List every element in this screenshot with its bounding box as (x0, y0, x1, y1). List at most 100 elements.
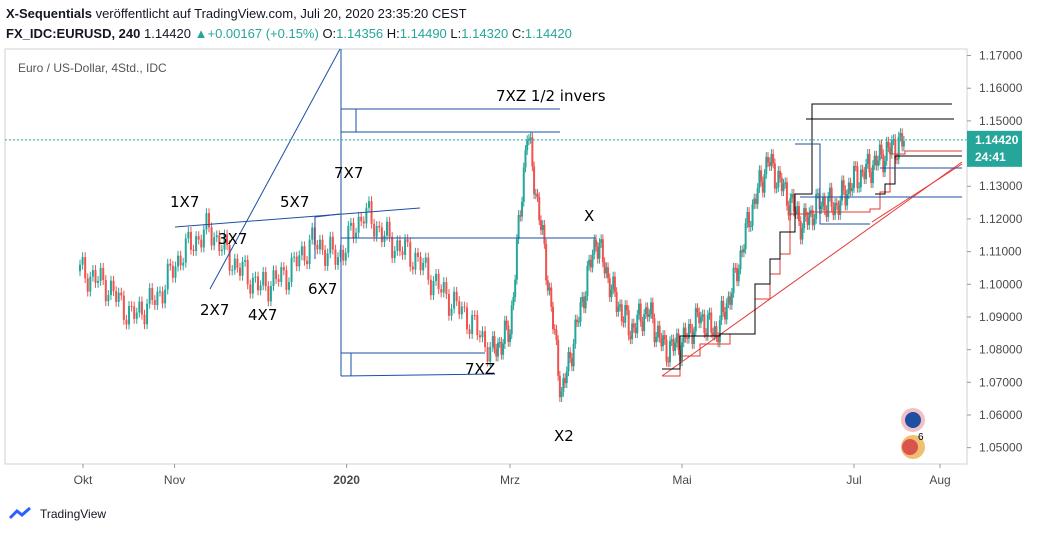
candle-body (536, 193, 539, 198)
candle-body (373, 223, 376, 237)
price-tick-label: 1.05000 (979, 441, 1023, 455)
candle-body (718, 320, 721, 343)
candle-body (450, 308, 453, 316)
candle-body (498, 342, 501, 344)
candle-body (567, 352, 570, 372)
candle-body (541, 224, 544, 231)
candle-body (851, 188, 854, 192)
candle-body (617, 306, 620, 312)
annotation-label: 1X7 (170, 193, 199, 211)
candle-body (643, 314, 646, 332)
candle-body (367, 201, 370, 208)
annotation-label: 7X7 (334, 164, 363, 182)
candle-body (298, 255, 301, 267)
candle-body (502, 343, 505, 355)
candle-body (782, 183, 785, 192)
candle-body (357, 216, 360, 233)
candle-body (521, 201, 524, 217)
price-tick-label: 1.07000 (979, 375, 1023, 389)
candle-body (151, 288, 154, 300)
candle-body (496, 342, 499, 357)
candle-body (187, 231, 190, 239)
candle-body (122, 295, 125, 320)
candle-body (711, 332, 714, 336)
candle-body (259, 285, 262, 291)
candle-body (687, 323, 690, 339)
last-price: 1.14420 (144, 26, 191, 41)
candle-body (318, 239, 321, 250)
candle-body (370, 201, 373, 224)
candle-body (885, 141, 888, 161)
candle-body (744, 223, 747, 249)
candle-body (746, 212, 749, 224)
time-tick-label: Okt (74, 473, 93, 487)
black-sequential-steps (662, 103, 952, 370)
price-tick-label: 1.10000 (979, 277, 1023, 291)
event-icons[interactable]: 6 (901, 408, 925, 459)
candle-body (811, 210, 814, 226)
candle-body (839, 200, 842, 216)
candle-body (79, 264, 81, 272)
time-tick-label: 2020 (333, 473, 360, 487)
candle-body (553, 328, 556, 330)
annotation-label: 6X7 (308, 280, 337, 298)
candle-body (378, 225, 381, 228)
candle-body (220, 249, 223, 252)
candle-body (815, 193, 818, 219)
price-chart[interactable]: Euro / US-Dollar, 4Std., IDC 1X7 2X7 3X7 4X… (0, 44, 1044, 496)
candle-body (447, 294, 450, 316)
candle-body (233, 258, 236, 270)
red-sequential-steps (662, 150, 962, 377)
candle-body (208, 213, 210, 228)
candle-body (275, 270, 278, 280)
support-line-red-2 (871, 163, 963, 223)
candle-body (794, 211, 797, 215)
candle-body (875, 155, 878, 166)
candle-body (803, 208, 806, 229)
footer[interactable]: TradingView (8, 506, 106, 522)
candle-body (767, 156, 769, 163)
candle-body (91, 269, 94, 277)
candle-body (779, 170, 782, 178)
candle-body (720, 300, 723, 321)
candle-body (765, 156, 768, 174)
candle-body (215, 235, 218, 238)
candle-body (251, 277, 254, 294)
candle-body (748, 212, 751, 227)
candle-body (636, 314, 639, 334)
candle-body (706, 314, 709, 336)
candle-body (846, 194, 849, 206)
candle-body (510, 305, 513, 335)
candle-body (489, 346, 492, 362)
candle-body (897, 136, 900, 160)
candle-body (331, 236, 334, 250)
candle-body (696, 308, 699, 313)
up-arrow-icon: ▲ (194, 26, 208, 41)
candle-body (856, 166, 859, 188)
plot-area[interactable] (4, 48, 968, 465)
candle-body (605, 267, 608, 274)
candle-body (883, 160, 886, 173)
price-tick-label: 1.15000 (979, 114, 1023, 128)
candle-body (761, 181, 764, 193)
candle-body (725, 303, 728, 320)
candle-body (493, 336, 496, 349)
change-value: +0.00167 (+0.15%) (207, 26, 319, 41)
candle-body (835, 202, 838, 206)
candle-body (610, 289, 613, 298)
candle-body (264, 272, 267, 287)
candle-body (401, 251, 404, 255)
price-tick-label: 1.12000 (979, 212, 1023, 226)
time-axis[interactable]: Okt Nov 2020 Mrz Mai Jul Aug (5, 463, 967, 487)
candle-body (572, 343, 575, 367)
candle-body (295, 256, 298, 267)
candle-body (545, 243, 548, 281)
candle-body (398, 240, 401, 252)
drawings (174, 48, 963, 377)
candle-body (117, 292, 120, 302)
candle-body (600, 239, 603, 244)
price-axis[interactable]: 1.05000 1.06000 1.07000 1.08000 1.09000 1.100… (966, 49, 1023, 464)
candle-body (820, 206, 823, 210)
candle-body (902, 140, 905, 147)
candle-body (241, 261, 244, 276)
